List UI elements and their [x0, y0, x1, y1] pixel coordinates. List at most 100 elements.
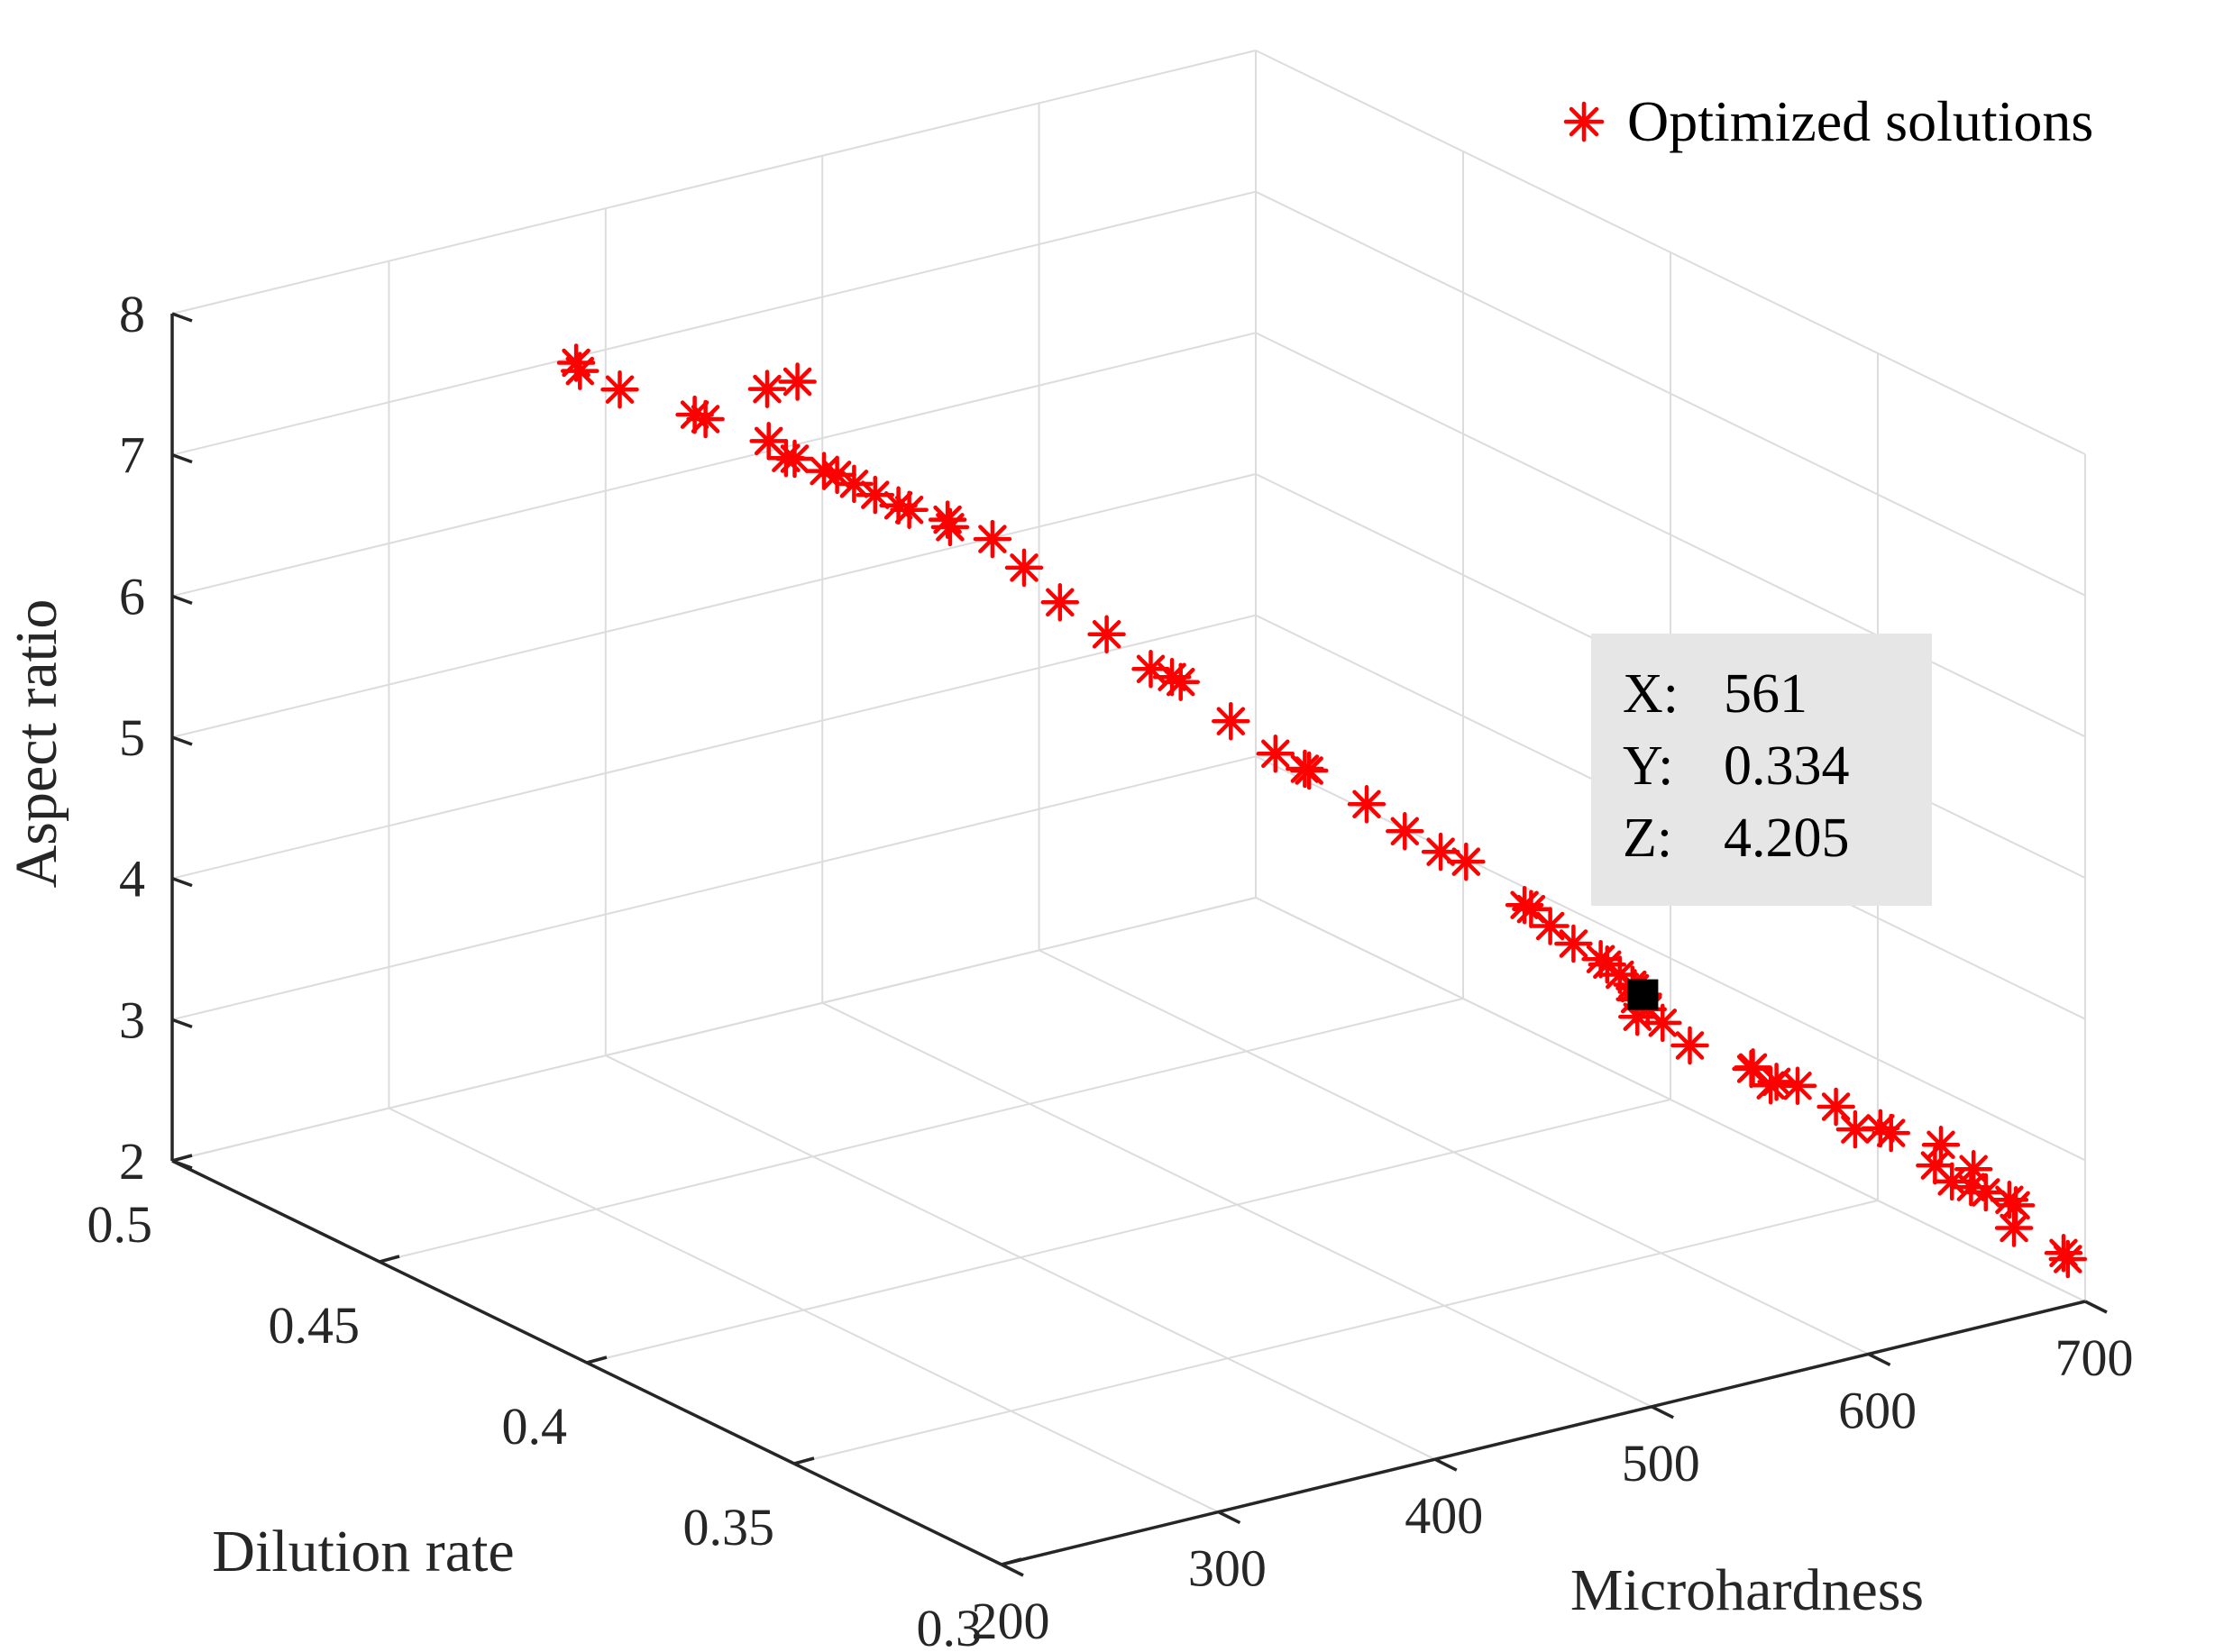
x-tick-label: 200 [972, 1592, 1050, 1650]
data-point[interactable] [1670, 1026, 1709, 1065]
x-tick-label: 500 [1622, 1434, 1700, 1492]
gridline-sidewall-z [1255, 190, 2086, 597]
selected-point-marker[interactable] [1627, 979, 1659, 1010]
datatip-y-value: 0.334 [1724, 735, 1850, 797]
gridline-floor-y [793, 1200, 1879, 1465]
y-tick [586, 1355, 608, 1364]
data-point[interactable] [1004, 548, 1044, 588]
datatip-y-label: Y: [1623, 735, 1673, 797]
y-tick-label: 0.4 [502, 1397, 568, 1456]
gridline-sidewall-z [1255, 755, 2086, 1162]
z-tick [171, 594, 193, 605]
data-point[interactable] [973, 519, 1012, 559]
gridline-floor-y [379, 998, 1464, 1263]
x-tick-label: 400 [1405, 1486, 1483, 1545]
y-tick [171, 1154, 193, 1163]
datatip-z-label: Z: [1623, 808, 1672, 869]
x-tick [1867, 1352, 1891, 1366]
data-point[interactable] [1087, 615, 1126, 654]
y-tick-label: 0.45 [269, 1296, 361, 1355]
data-point[interactable] [1751, 1065, 1790, 1105]
datatip-x-label: X: [1623, 663, 1679, 725]
x-axis-line [1001, 1300, 2086, 1566]
data-point[interactable] [1386, 812, 1424, 851]
x-tick [1434, 1457, 1458, 1472]
y-tick-label: 0.35 [683, 1498, 775, 1556]
gridline-backwall-z [171, 473, 1257, 738]
y-tick [379, 1255, 400, 1264]
z-tick-label: 5 [119, 708, 145, 767]
x-axis-label: Microhardness [1570, 1557, 1924, 1623]
z-tick-label: 6 [119, 567, 145, 625]
z-axis-label: Aspect ratio [4, 599, 69, 889]
datatip-box [1591, 634, 1932, 906]
data-point[interactable] [1872, 1113, 1910, 1153]
data-point[interactable] [1732, 1049, 1771, 1089]
y-tick-label: 0.5 [87, 1195, 153, 1254]
z-tick [171, 1018, 193, 1028]
gridline-backwall-z [171, 755, 1257, 1021]
x-tick [1001, 1563, 1024, 1577]
data-point[interactable] [1554, 924, 1593, 963]
datatip[interactable]: X: 561 Y: 0.334 Z: 4.205 [1591, 634, 1932, 1010]
datatip-z-value: 4.205 [1724, 808, 1850, 869]
legend: Optimized solutions [1563, 89, 2093, 153]
gridline-sidewall-z [1255, 332, 2086, 738]
data-point[interactable] [2048, 1239, 2088, 1279]
gridline-sidewall-z [1255, 897, 2086, 1302]
x-tick-label: 700 [2055, 1328, 2134, 1387]
gridline-backwall-z [171, 897, 1257, 1162]
z-tick [171, 735, 193, 746]
data-point[interactable] [1531, 907, 1570, 945]
data-point[interactable] [747, 370, 787, 408]
data-point[interactable] [1954, 1150, 1993, 1189]
legend-entry-optimized-solutions: Optimized solutions [1627, 89, 2093, 153]
data-point[interactable] [1347, 785, 1386, 824]
z-tick-label: 4 [119, 850, 145, 908]
data-point[interactable] [778, 362, 817, 401]
gridline-backwall-z [171, 50, 1257, 315]
data-point[interactable] [1040, 583, 1080, 622]
gridline-sidewall-z [1255, 50, 2086, 455]
z-tick [171, 877, 193, 888]
data-point[interactable] [930, 507, 970, 547]
z-tick-label: 8 [119, 285, 145, 343]
data-point[interactable] [1161, 662, 1200, 701]
z-tick [171, 453, 193, 464]
gridline-backwall-z [171, 190, 1257, 456]
data-point[interactable] [1421, 832, 1460, 872]
data-point[interactable] [1643, 1003, 1682, 1043]
gridline-backwall-z [171, 614, 1257, 880]
x-tick [2084, 1300, 2108, 1314]
data-points[interactable] [556, 343, 2088, 1279]
z-tick-label: 3 [119, 990, 145, 1049]
x-tick [1651, 1405, 1674, 1419]
data-point[interactable] [1994, 1209, 2034, 1247]
gridline-floor-y [586, 1099, 1671, 1364]
z-tick [171, 1159, 193, 1170]
data-point[interactable] [556, 343, 596, 382]
data-point[interactable] [1256, 735, 1295, 773]
data-point[interactable] [686, 399, 725, 439]
y-axis-label: Dilution rate [212, 1519, 514, 1584]
x-tick-label: 300 [1188, 1539, 1267, 1598]
data-point[interactable] [890, 490, 929, 529]
y-tick-label: 0.3 [917, 1599, 983, 1652]
datatip-x-value: 561 [1724, 663, 1807, 725]
data-point[interactable] [775, 439, 814, 479]
data-point[interactable] [1212, 701, 1250, 741]
x-tick [1217, 1511, 1241, 1525]
data-point[interactable] [1447, 842, 1486, 881]
x-tick-label: 600 [1838, 1381, 1917, 1439]
z-tick-label: 7 [119, 426, 145, 485]
y-tick [793, 1456, 815, 1465]
data-point[interactable] [600, 370, 639, 409]
z-tick-label: 2 [119, 1132, 145, 1191]
gridline-backwall-z [171, 332, 1257, 598]
legend-marker-asterisk [1563, 101, 1605, 142]
data-point[interactable] [1817, 1087, 1855, 1127]
data-point[interactable] [1289, 751, 1329, 790]
z-tick [171, 312, 193, 323]
